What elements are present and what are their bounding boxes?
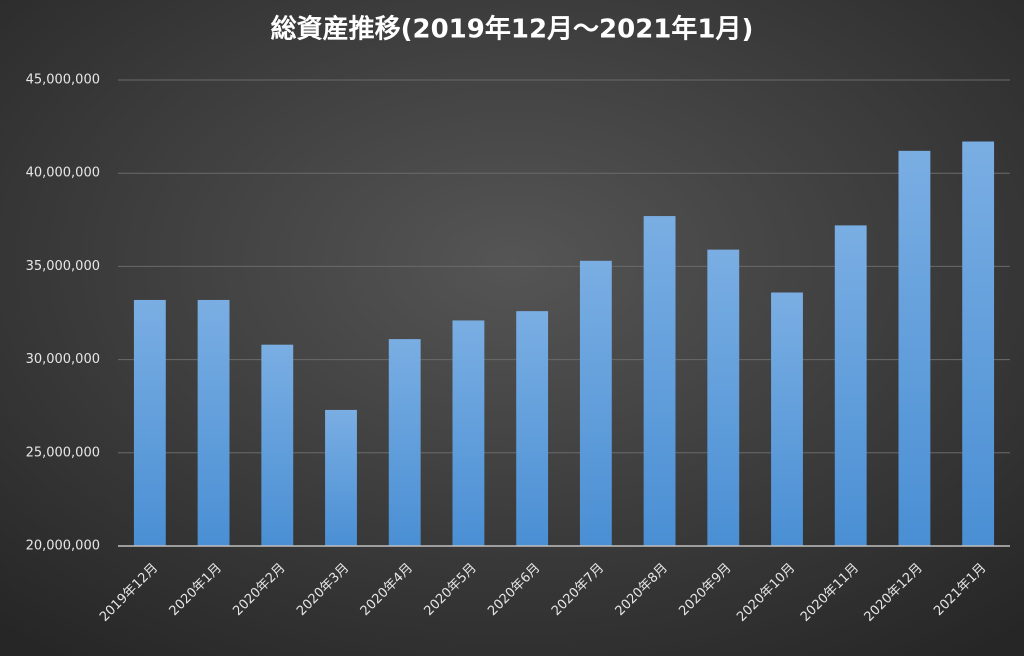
- y-tick-label: 30,000,000: [26, 352, 100, 367]
- y-tick-label: 45,000,000: [26, 73, 100, 88]
- y-tick-label: 25,000,000: [26, 445, 100, 460]
- bar: [388, 339, 421, 546]
- bar: [771, 292, 803, 546]
- bar: [133, 299, 166, 546]
- bar: [962, 141, 995, 546]
- bar: [261, 344, 294, 546]
- bar: [452, 320, 485, 546]
- chart-title: 総資産推移(2019年12月～2021年1月): [271, 14, 754, 45]
- bar: [707, 249, 740, 546]
- bar: [197, 299, 230, 546]
- bar: [643, 216, 676, 546]
- bar: [579, 260, 612, 546]
- bar: [834, 225, 867, 546]
- y-tick-label: 20,000,000: [26, 539, 100, 554]
- bar: [516, 311, 549, 546]
- y-tick-label: 35,000,000: [26, 259, 100, 274]
- bar: [898, 150, 931, 546]
- y-tick-label: 40,000,000: [26, 166, 100, 181]
- bar: [325, 409, 357, 546]
